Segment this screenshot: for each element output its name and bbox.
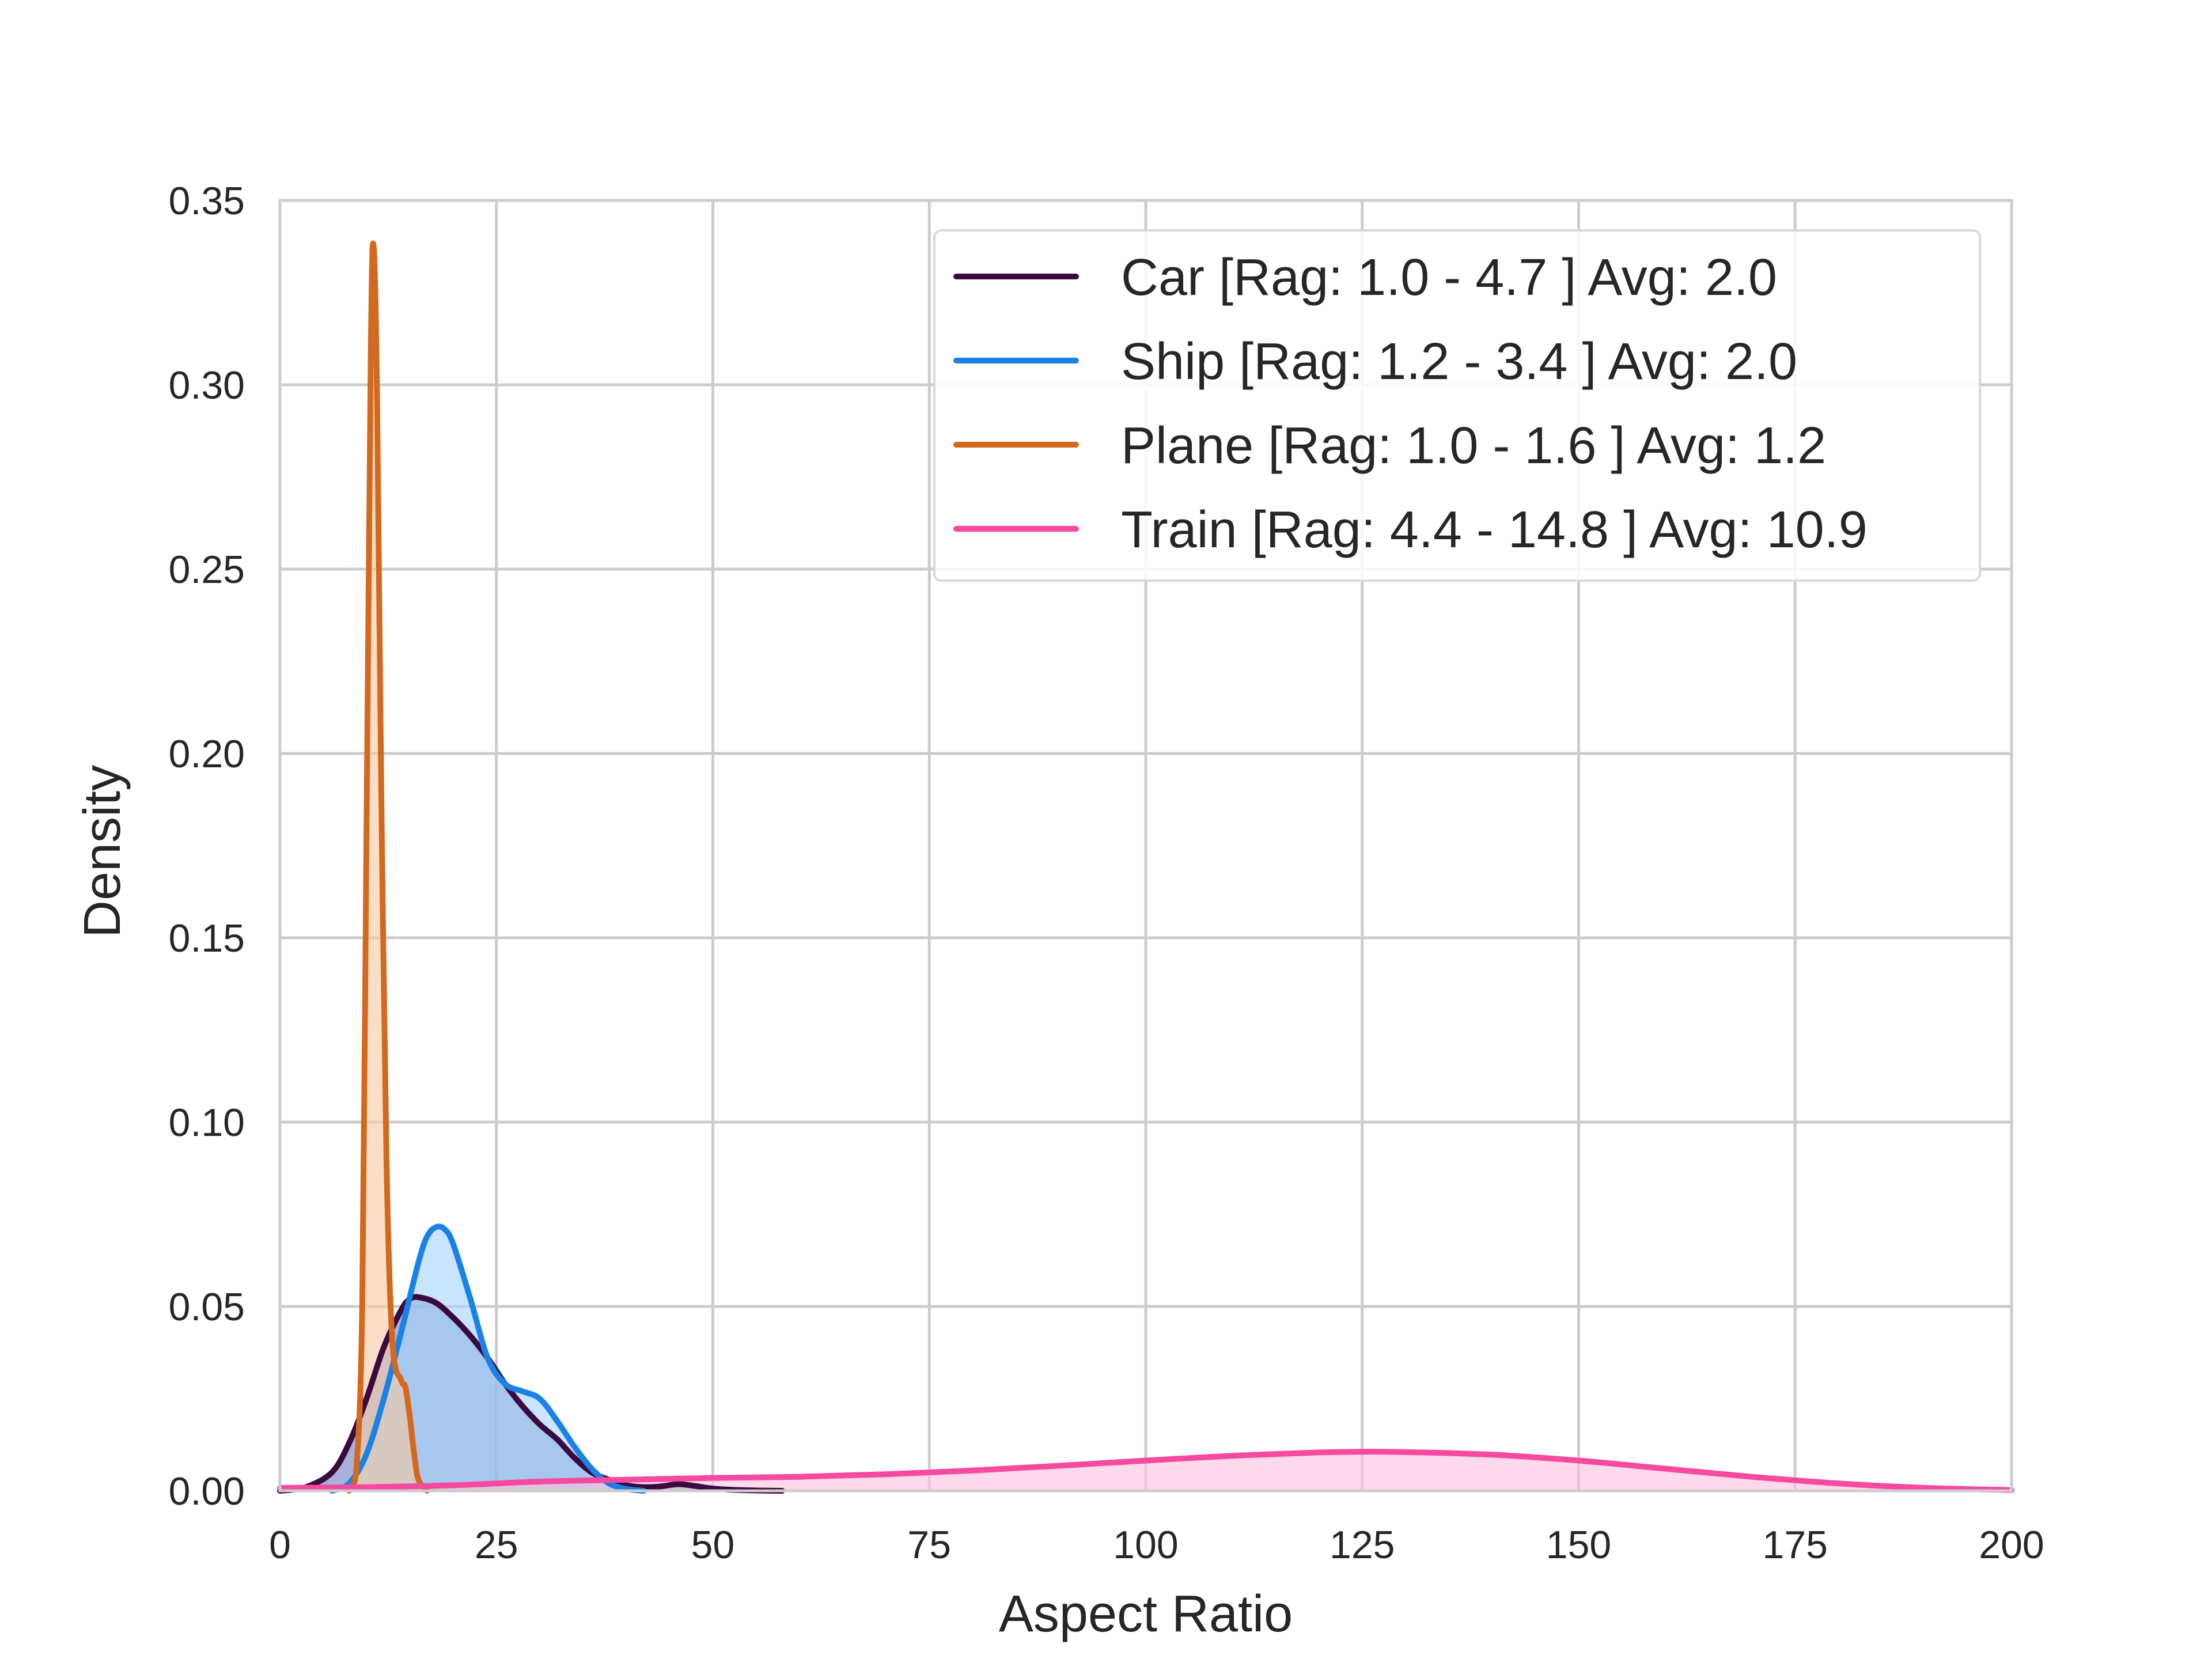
x-tick-label: 75: [907, 1523, 951, 1567]
legend-label-ship: Ship [Rag: 1.2 - 3.4 ] Avg: 2.0: [1121, 333, 1797, 391]
legend-label-plane: Plane [Rag: 1.0 - 1.6 ] Avg: 1.2: [1121, 417, 1826, 475]
legend-box: [933, 229, 1981, 582]
area-plane: [349, 243, 427, 1491]
y-tick-label: 0.35: [169, 179, 245, 223]
x-tick-label: 25: [475, 1523, 518, 1567]
y-tick-label: 0.05: [169, 1285, 245, 1329]
x-tick-label: 175: [1763, 1523, 1828, 1567]
y-tick-label: 0.25: [169, 548, 245, 592]
x-tick-label: 50: [691, 1523, 735, 1567]
x-axis-label: Aspect Ratio: [999, 1585, 1293, 1643]
x-tick-label: 0: [269, 1523, 291, 1567]
y-tick-label: 0.15: [169, 916, 245, 960]
y-tick-label: 0.00: [169, 1469, 245, 1513]
legend-label-train: Train [Rag: 4.4 - 14.8 ] Avg: 10.9: [1121, 501, 1868, 559]
x-tick-label: 150: [1546, 1523, 1611, 1567]
plot-frame: [278, 199, 2013, 1493]
line-ship: [329, 1224, 647, 1494]
y-tick-label: 0.10: [169, 1101, 245, 1145]
series-lines: [277, 240, 2014, 1494]
legend: Car [Rag: 1.0 - 4.7 ] Avg: 2.0 Ship [Rag:…: [933, 229, 1981, 582]
y-axis-label: Density: [74, 765, 131, 938]
y-tick-labels: 0.00 0.05 0.10 0.15 0.20 0.25 0.30 0.35: [169, 179, 245, 1513]
x-tick-labels: 0 25 50 75 100 125 150 175 200: [269, 1523, 2044, 1567]
line-train: [277, 1449, 2014, 1493]
legend-label-car: Car [Rag: 1.0 - 4.7 ] Avg: 2.0: [1121, 249, 1777, 306]
x-tick-label: 100: [1113, 1523, 1178, 1567]
x-tick-label: 200: [1979, 1523, 2044, 1567]
y-tick-label: 0.20: [169, 732, 245, 776]
y-tick-label: 0.30: [169, 363, 245, 407]
line-plane: [346, 240, 430, 1494]
x-tick-label: 125: [1330, 1523, 1395, 1567]
